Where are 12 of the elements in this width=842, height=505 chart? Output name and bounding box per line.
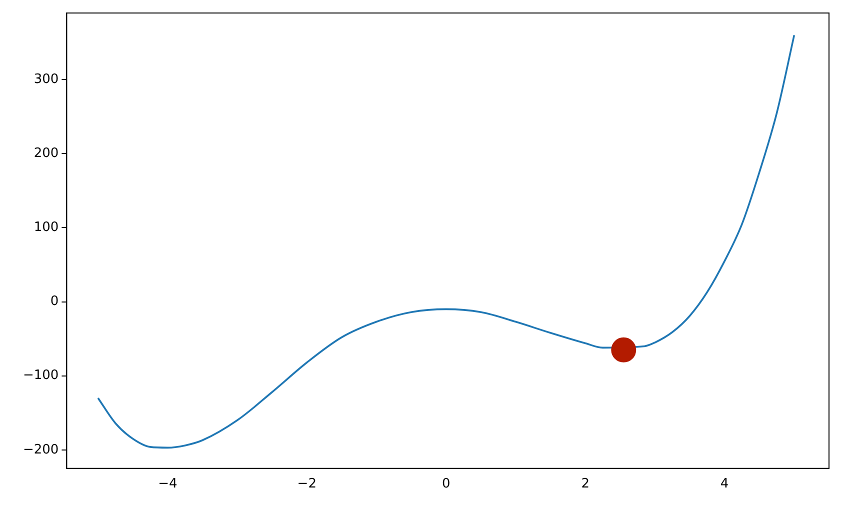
y-tick-label: 0: [50, 294, 59, 310]
x-tick-label: 0: [442, 476, 450, 492]
y-tick-label: 300: [34, 72, 59, 88]
y-tick-label: −100: [22, 368, 59, 384]
x-tick-label: 2: [581, 476, 590, 492]
x-tick-label: −4: [158, 476, 178, 492]
y-tick-label: −200: [22, 442, 59, 458]
x-tick-label: 4: [720, 476, 729, 492]
y-tick-label: 100: [34, 220, 59, 236]
y-tick-label: 200: [34, 146, 59, 162]
x-tick-label: −2: [297, 476, 316, 492]
line-series: [97, 34, 796, 449]
